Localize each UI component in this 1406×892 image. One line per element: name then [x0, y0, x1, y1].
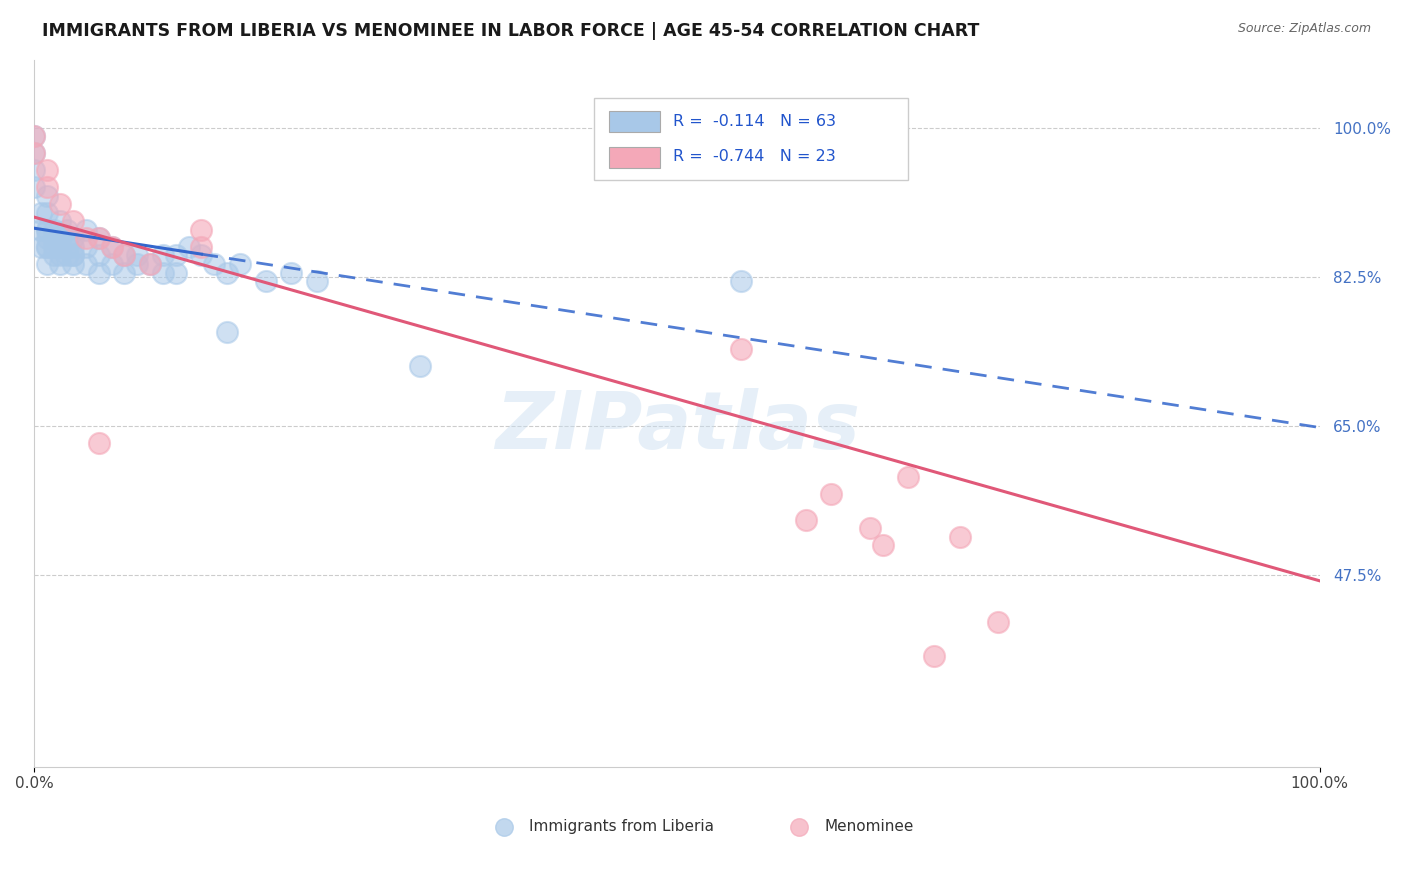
Point — [22, 129, 45, 144]
Point — [37, 223, 59, 237]
Point — [37, 206, 59, 220]
Text: Source: ZipAtlas.com: Source: ZipAtlas.com — [1237, 22, 1371, 36]
Point — [190, 240, 212, 254]
Point — [152, 248, 174, 262]
Point — [112, 248, 135, 262]
Point — [87, 248, 110, 262]
Point — [112, 266, 135, 280]
Point — [30, 240, 52, 254]
Point — [190, 223, 212, 237]
Text: ZIPatlas: ZIPatlas — [495, 388, 859, 467]
Point — [62, 214, 84, 228]
Point — [37, 180, 59, 194]
Point — [37, 240, 59, 254]
Point — [37, 240, 59, 254]
Text: R =  -0.744   N = 23: R = -0.744 N = 23 — [673, 149, 837, 164]
Point — [42, 248, 65, 262]
Point — [75, 231, 97, 245]
Point — [190, 248, 212, 262]
Point — [100, 240, 122, 254]
Point — [49, 240, 72, 254]
Point — [22, 129, 45, 144]
Point — [177, 240, 200, 254]
Point — [62, 248, 84, 262]
Point — [30, 206, 52, 220]
Point — [820, 487, 842, 501]
Point — [217, 266, 239, 280]
Point — [307, 274, 329, 288]
Point — [859, 521, 882, 535]
Point — [730, 274, 752, 288]
Point — [30, 223, 52, 237]
Point — [112, 248, 135, 262]
Point — [987, 615, 1010, 629]
Point — [62, 240, 84, 254]
Point — [49, 231, 72, 245]
Point — [22, 146, 45, 161]
Point — [49, 257, 72, 271]
Point — [202, 257, 225, 271]
Point — [165, 266, 187, 280]
Point — [139, 257, 162, 271]
Point — [49, 231, 72, 245]
Text: Immigrants from Liberia: Immigrants from Liberia — [529, 819, 714, 834]
Point — [55, 240, 77, 254]
Point — [217, 325, 239, 339]
Point — [75, 223, 97, 237]
Point — [794, 512, 817, 526]
Point — [254, 274, 277, 288]
Point — [100, 257, 122, 271]
Point — [49, 240, 72, 254]
Point — [127, 248, 149, 262]
Text: R =  -0.114   N = 63: R = -0.114 N = 63 — [673, 113, 837, 128]
Point — [42, 240, 65, 254]
Point — [62, 248, 84, 262]
Point — [949, 530, 972, 544]
Point — [872, 538, 894, 552]
Point — [37, 223, 59, 237]
Point — [87, 266, 110, 280]
Point — [62, 257, 84, 271]
Point — [22, 163, 45, 178]
Point — [22, 180, 45, 194]
Point — [55, 248, 77, 262]
Point — [37, 257, 59, 271]
Point — [37, 189, 59, 203]
Point — [62, 231, 84, 245]
Point — [42, 223, 65, 237]
Point — [37, 163, 59, 178]
FancyBboxPatch shape — [609, 146, 661, 168]
Point — [49, 197, 72, 211]
Text: Menominee: Menominee — [825, 819, 914, 834]
Point — [49, 248, 72, 262]
Point — [87, 435, 110, 450]
Point — [55, 231, 77, 245]
Point — [730, 342, 752, 356]
Point — [165, 248, 187, 262]
Point — [922, 648, 945, 663]
Point — [49, 214, 72, 228]
Point — [229, 257, 252, 271]
Point — [100, 240, 122, 254]
Point — [87, 231, 110, 245]
Point — [897, 470, 920, 484]
Point — [152, 266, 174, 280]
Point — [409, 359, 432, 374]
Point — [127, 257, 149, 271]
Point — [42, 231, 65, 245]
Point — [75, 240, 97, 254]
Text: IMMIGRANTS FROM LIBERIA VS MENOMINEE IN LABOR FORCE | AGE 45-54 CORRELATION CHAR: IMMIGRANTS FROM LIBERIA VS MENOMINEE IN … — [42, 22, 980, 40]
Point — [139, 257, 162, 271]
FancyBboxPatch shape — [593, 98, 908, 180]
FancyBboxPatch shape — [609, 112, 661, 132]
Point — [22, 146, 45, 161]
Point — [55, 223, 77, 237]
Point — [37, 231, 59, 245]
Point — [280, 266, 302, 280]
Point — [75, 257, 97, 271]
Point — [87, 231, 110, 245]
